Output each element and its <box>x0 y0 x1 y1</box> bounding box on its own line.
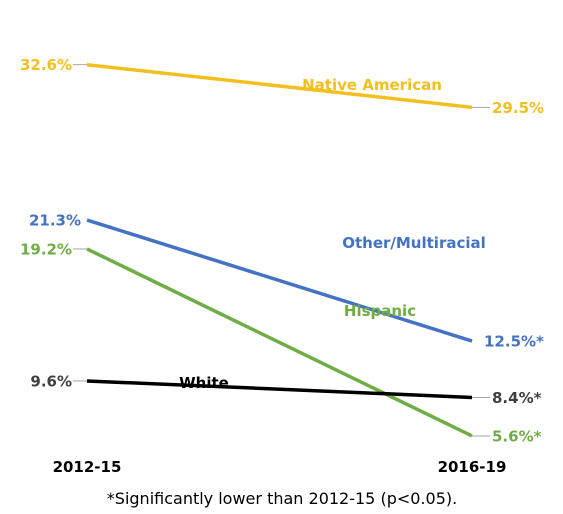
series-line-native-american <box>86 62 473 110</box>
series-line-hispanic <box>86 247 473 438</box>
series-name-other-multiracial: Other/Multiracial <box>342 234 486 252</box>
value-label-end-hispanic: 5.6%* <box>492 427 542 445</box>
value-label-start-white: 9.6% <box>30 372 72 390</box>
value-label-start-native-american: 32.6% <box>20 56 72 74</box>
series-name-native-american: Native American <box>302 76 442 94</box>
value-label-start-other-multiracial: 21.3% <box>29 212 81 230</box>
footnote: *Significantly lower than 2012-15 (p<0.0… <box>107 489 457 508</box>
series-white: 9.6% 8.4%* White <box>30 372 541 407</box>
category-label-end: 2016-19 <box>438 458 507 476</box>
value-label-end-native-american: 29.5% <box>492 99 544 117</box>
category-label-start: 2012-15 <box>53 458 122 476</box>
series-hispanic: 19.2% 5.6%* Hispanic <box>20 240 542 445</box>
series-line-white <box>86 379 473 400</box>
series-other-multiracial: 21.3% 12.5%* Other/Multiracial <box>29 212 544 351</box>
series-name-white: White <box>179 374 229 392</box>
value-label-end-white: 8.4%* <box>492 389 542 407</box>
series-name-hispanic: Hispanic <box>344 302 416 320</box>
value-label-start-hispanic: 19.2% <box>20 240 72 258</box>
value-label-end-other-multiracial: 12.5%* <box>484 333 544 351</box>
series-native-american: 32.6% 29.5% Native American <box>20 56 544 117</box>
series-line-other-multiracial <box>86 218 473 343</box>
